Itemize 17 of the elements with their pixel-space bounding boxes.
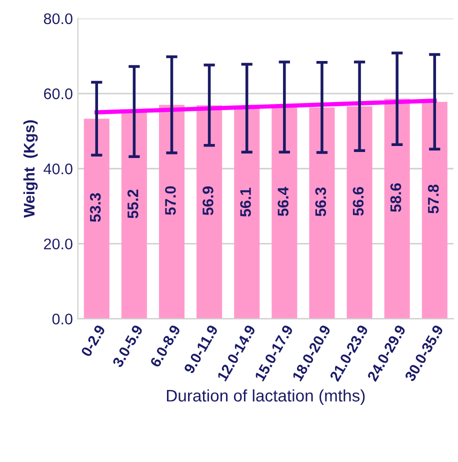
data-label: 56.6 <box>352 186 364 216</box>
data-label: 58.6 <box>390 183 402 212</box>
data-label: 56.3 <box>315 188 326 216</box>
data-label: 57.0 <box>165 186 176 215</box>
y-tick-label: 80.0 <box>44 13 72 24</box>
data-label: 57.8 <box>428 184 439 214</box>
y-tick-label: 40.0 <box>44 164 72 174</box>
data-label: 56.9 <box>202 186 214 216</box>
y-axis-title: Weight (Kgs) <box>23 120 38 218</box>
data-label: 55.2 <box>127 190 138 218</box>
data-label: 56.1 <box>240 188 251 217</box>
x-axis-title: Duration of lactation (mths) <box>166 389 365 405</box>
y-tick-label: 20.0 <box>44 238 72 250</box>
data-label: 53.3 <box>90 193 101 222</box>
y-tick-label: 0.0 <box>52 314 72 324</box>
y-tick-label: 60.0 <box>44 88 72 100</box>
data-label: 56.4 <box>278 186 289 216</box>
